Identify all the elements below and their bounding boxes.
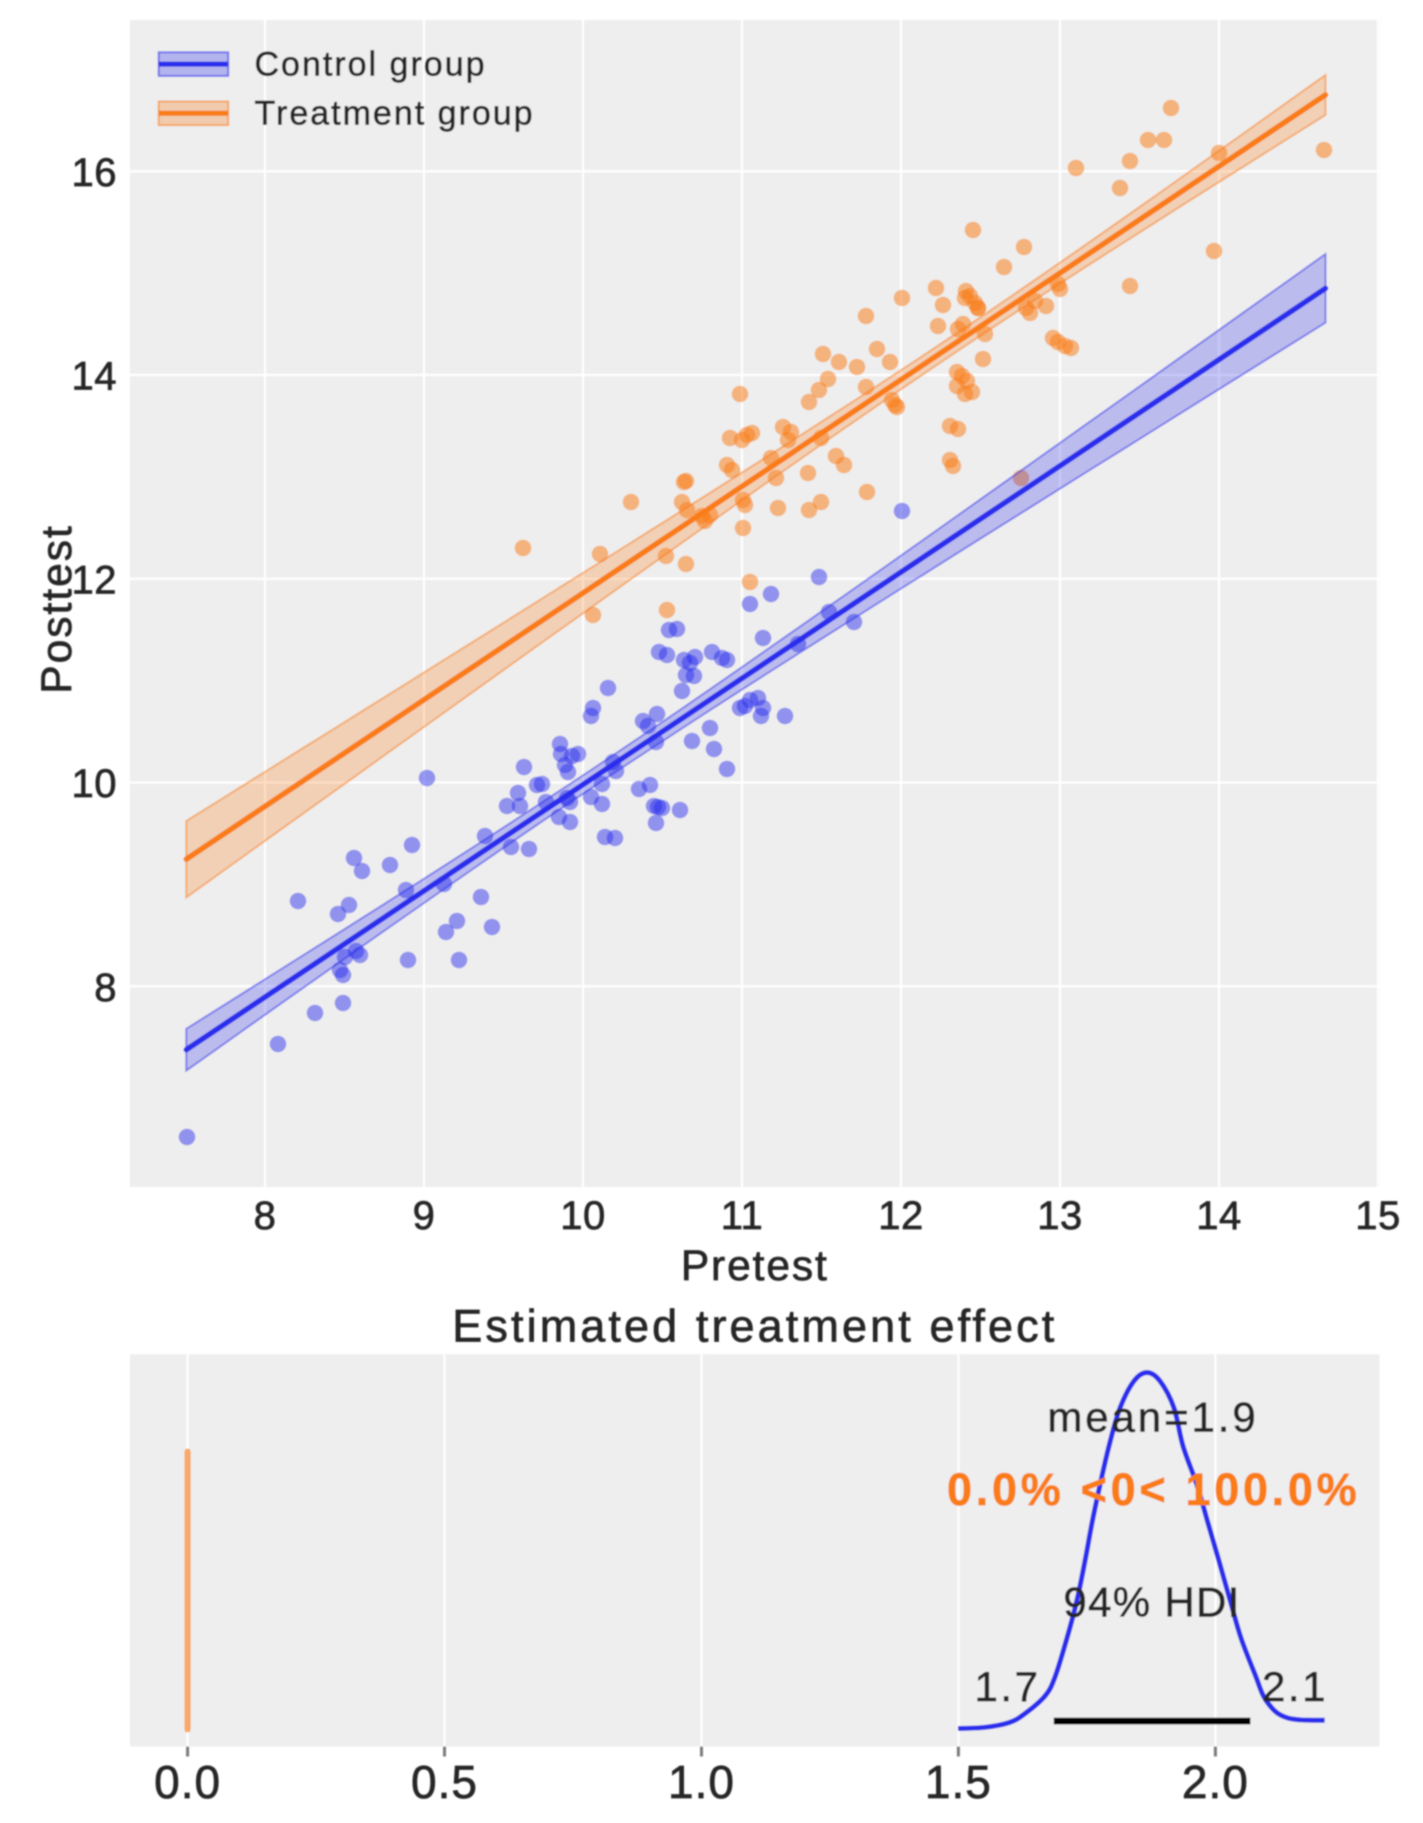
svg-text:Control group: Control group bbox=[255, 45, 487, 83]
svg-text:1.7: 1.7 bbox=[975, 1663, 1041, 1710]
svg-text:Pretest: Pretest bbox=[681, 1243, 829, 1290]
svg-text:2.1: 2.1 bbox=[1262, 1663, 1328, 1710]
svg-text:9: 9 bbox=[413, 1194, 436, 1238]
svg-text:16: 16 bbox=[72, 151, 118, 195]
svg-text:11: 11 bbox=[721, 1194, 764, 1238]
svg-text:Posttest: Posttest bbox=[34, 524, 81, 694]
svg-text:0.0% <0< 100.0%: 0.0% <0< 100.0% bbox=[947, 1464, 1360, 1515]
svg-text:15: 15 bbox=[1355, 1194, 1401, 1238]
svg-text:Treatment group: Treatment group bbox=[255, 95, 535, 133]
svg-text:0.5: 0.5 bbox=[411, 1756, 478, 1808]
svg-text:mean=1.9: mean=1.9 bbox=[1047, 1394, 1258, 1441]
svg-text:8: 8 bbox=[94, 966, 117, 1010]
svg-text:1.5: 1.5 bbox=[925, 1756, 992, 1808]
svg-text:12: 12 bbox=[878, 1194, 924, 1238]
svg-text:13: 13 bbox=[1037, 1194, 1083, 1238]
svg-text:12: 12 bbox=[72, 559, 118, 603]
svg-text:14: 14 bbox=[1196, 1194, 1242, 1238]
svg-text:1.0: 1.0 bbox=[668, 1756, 735, 1808]
svg-text:Estimated treatment effect: Estimated treatment effect bbox=[452, 1301, 1057, 1352]
svg-text:10: 10 bbox=[560, 1194, 606, 1238]
svg-text:0.0: 0.0 bbox=[154, 1756, 221, 1808]
svg-text:10: 10 bbox=[72, 762, 118, 806]
svg-text:94% HDI: 94% HDI bbox=[1063, 1578, 1240, 1625]
svg-text:2.0: 2.0 bbox=[1182, 1756, 1249, 1808]
svg-text:8: 8 bbox=[254, 1194, 277, 1238]
svg-text:14: 14 bbox=[72, 355, 118, 399]
